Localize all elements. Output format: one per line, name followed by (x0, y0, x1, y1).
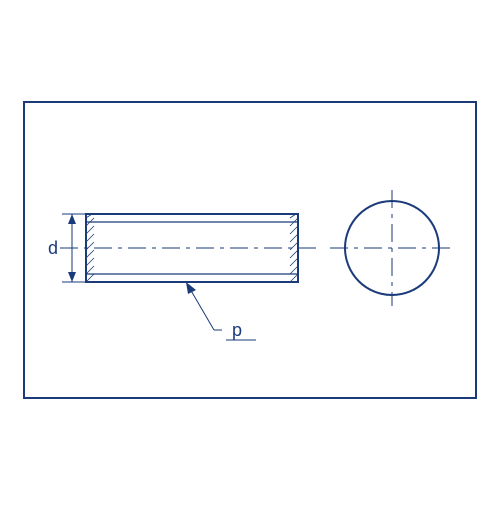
frame (24, 102, 476, 398)
leader-p-arrow (186, 282, 196, 294)
dim-d-arrow-bottom (68, 272, 76, 282)
leader-p-label: p (232, 320, 242, 340)
dim-d-label: d (48, 238, 58, 258)
diagram-svg: d p (0, 0, 500, 500)
dim-d-arrow-top (68, 214, 76, 224)
diagram-canvas: d p (0, 0, 500, 500)
